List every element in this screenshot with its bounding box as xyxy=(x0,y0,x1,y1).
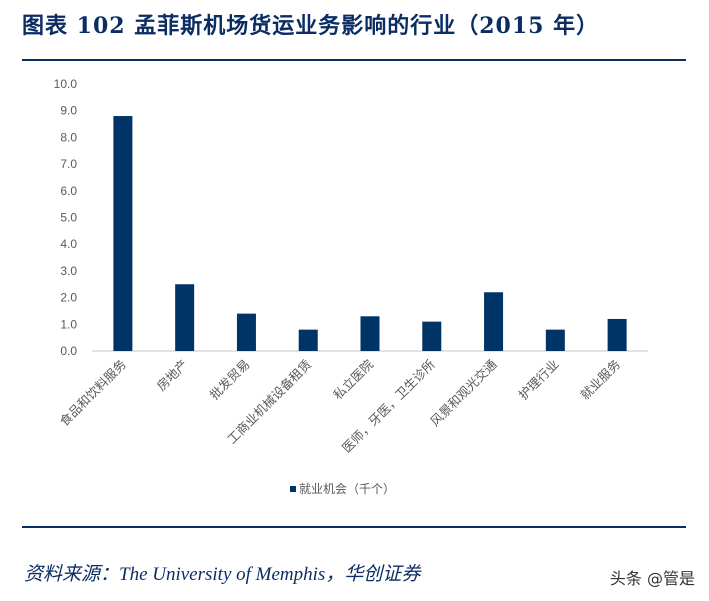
bar xyxy=(545,329,565,351)
x-tick-label: 批发贸易 xyxy=(207,357,253,403)
y-tick-label: 3.0 xyxy=(60,264,77,278)
y-tick-label: 4.0 xyxy=(60,237,77,251)
bar xyxy=(422,321,442,351)
y-tick-label: 2.0 xyxy=(60,291,77,305)
bar xyxy=(175,284,195,351)
y-tick-label: 5.0 xyxy=(60,211,77,225)
source-note: 资料来源：The University of Memphis，华创证券 xyxy=(24,564,421,585)
y-tick-label: 6.0 xyxy=(60,184,77,198)
y-tick-label: 1.0 xyxy=(60,317,77,331)
x-tick-label: 房地产 xyxy=(154,357,191,394)
bar xyxy=(360,316,380,351)
bar xyxy=(298,329,318,351)
figure-title: 图表 102 孟菲斯机场货运业务影响的行业（2015 年） xyxy=(22,13,600,39)
x-tick-label: 私立医院 xyxy=(330,356,376,402)
legend-swatch xyxy=(290,486,296,492)
footer-rule xyxy=(22,526,686,528)
y-tick-label: 7.0 xyxy=(60,157,77,171)
x-tick-label: 食品和饮料服务 xyxy=(57,357,129,429)
x-tick-label: 护理行业 xyxy=(515,357,561,403)
x-tick-label: 就业服务 xyxy=(577,357,623,403)
title-rule xyxy=(22,59,686,61)
bar xyxy=(607,318,627,351)
bar xyxy=(484,292,504,351)
bar xyxy=(236,313,256,351)
y-tick-label: 9.0 xyxy=(60,104,77,118)
legend-label: 就业机会（千个） xyxy=(299,482,395,496)
watermark: 头条 @管是 xyxy=(609,569,695,588)
bar xyxy=(113,116,133,351)
y-tick-label: 0.0 xyxy=(60,344,77,358)
y-tick-label: 10.0 xyxy=(54,77,78,91)
y-tick-label: 8.0 xyxy=(60,130,77,144)
x-tick-label: 风景和观光交通 xyxy=(427,356,500,429)
